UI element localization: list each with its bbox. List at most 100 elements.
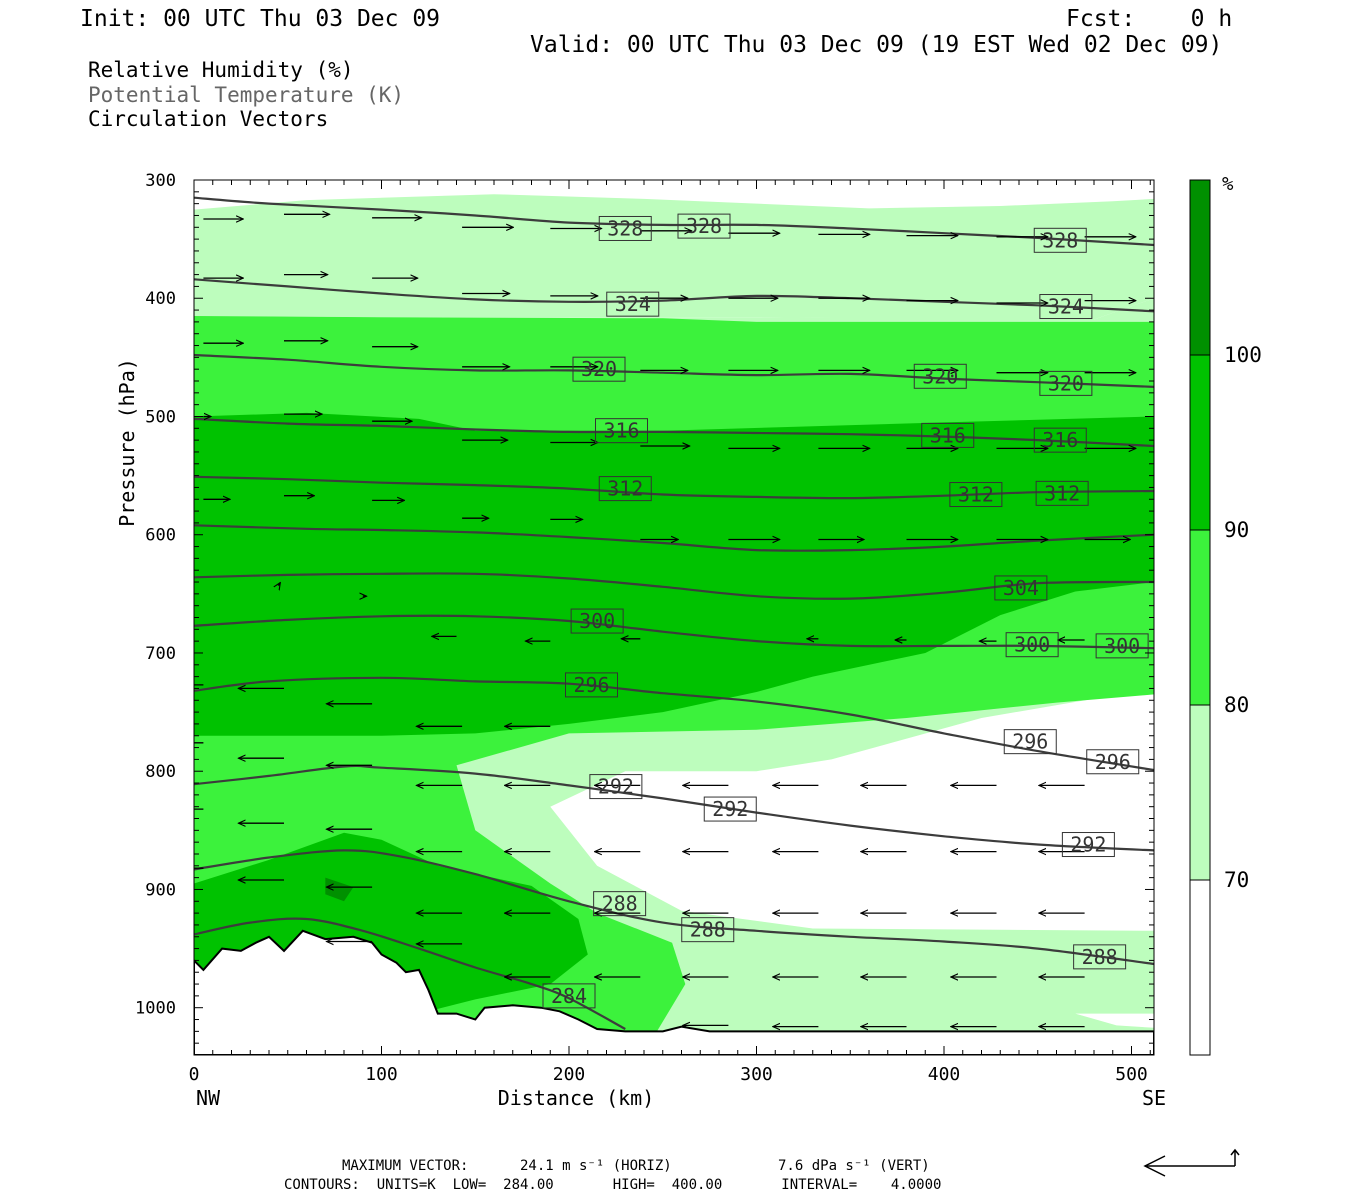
theta-label-312: 312 bbox=[598, 476, 652, 502]
theta-label-box bbox=[593, 891, 647, 917]
theta-label-text: 296 bbox=[1095, 750, 1131, 774]
theta-label-box bbox=[589, 774, 643, 800]
y-tick-label: 300 bbox=[145, 171, 176, 191]
theta-contour-324 bbox=[194, 278, 1154, 313]
theta-label-box bbox=[565, 672, 618, 698]
theta-label-text: 320 bbox=[1048, 371, 1084, 395]
theta-label-300: 300 bbox=[1005, 632, 1059, 658]
theta-label-text: 288 bbox=[690, 918, 726, 942]
theta-label-320: 320 bbox=[1039, 370, 1093, 396]
x-tick-label: 300 bbox=[740, 1064, 773, 1085]
theta-label-text: 328 bbox=[1042, 228, 1078, 252]
theta-label-box bbox=[949, 482, 1003, 508]
theta-label-328: 328 bbox=[1033, 227, 1087, 253]
theta-label-text: 316 bbox=[603, 419, 639, 443]
theta-contour-308 bbox=[194, 524, 1154, 552]
colorbar-swatch bbox=[1190, 355, 1210, 530]
theta-label-box bbox=[1073, 944, 1127, 970]
theta-label-box bbox=[1035, 480, 1089, 506]
theta-label-box bbox=[994, 575, 1048, 601]
theta-label-288: 288 bbox=[593, 891, 647, 917]
x-tick-label: 500 bbox=[1115, 1064, 1148, 1085]
theta-label-box bbox=[1095, 633, 1149, 659]
theta-contour-292 bbox=[194, 764, 1154, 852]
theta-contour-316 bbox=[194, 417, 1154, 448]
colorbar-unit: % bbox=[1222, 173, 1234, 195]
y-tick-label: 500 bbox=[145, 407, 176, 427]
theta-label-324: 324 bbox=[606, 291, 660, 317]
theta-label-box bbox=[1033, 427, 1087, 453]
y-tick-label: 1000 bbox=[135, 999, 176, 1019]
theta-label-292: 292 bbox=[703, 796, 757, 822]
theta-label-box bbox=[677, 213, 731, 239]
theta-label-324: 324 bbox=[1039, 294, 1093, 320]
nw-label: NW bbox=[196, 1086, 221, 1110]
theta-label-text: 288 bbox=[1082, 945, 1118, 969]
theta-label-304: 304 bbox=[994, 575, 1048, 601]
colorbar-label: 80 bbox=[1224, 693, 1249, 717]
field-title-rh: Relative Humidity (%) bbox=[88, 58, 354, 82]
x-tick-label: 200 bbox=[553, 1064, 586, 1085]
theta-contour-320 bbox=[194, 353, 1154, 388]
theta-label-box bbox=[598, 476, 652, 502]
theta-label-box bbox=[703, 796, 757, 822]
theta-label-box bbox=[572, 356, 626, 382]
theta-label-box bbox=[542, 983, 596, 1009]
theta-label-312: 312 bbox=[1035, 480, 1089, 506]
y-tick-label: 800 bbox=[145, 762, 176, 782]
terrain-layer bbox=[194, 929, 1154, 1055]
theta-label-text: 328 bbox=[607, 216, 643, 240]
theta-contour-296 bbox=[194, 676, 1154, 772]
colorbar-swatch bbox=[1190, 180, 1210, 355]
theta-label-text: 320 bbox=[922, 364, 958, 388]
theta-label-316: 316 bbox=[595, 418, 648, 444]
colorbar-label: 70 bbox=[1224, 868, 1249, 892]
theta-label-328: 328 bbox=[598, 215, 652, 241]
x-tick-label: 100 bbox=[365, 1064, 398, 1085]
theta-label-text: 296 bbox=[1012, 730, 1048, 754]
theta-label-320: 320 bbox=[572, 356, 626, 382]
theta-label-box bbox=[1061, 832, 1115, 858]
y-tick-label: 700 bbox=[145, 644, 176, 664]
reference-vector-icon bbox=[1143, 1148, 1240, 1177]
colorbar: 70 80 90 100% bbox=[1189, 173, 1262, 1056]
theta-label-layer: 328 328 328 324 324 320 320 320 316 316 316 312 312 3… bbox=[542, 213, 1149, 1009]
theta-label-312: 312 bbox=[949, 482, 1003, 508]
theta-label-text: 292 bbox=[712, 797, 748, 821]
theta-label-box bbox=[1039, 370, 1093, 396]
theta-label-box bbox=[1086, 749, 1140, 775]
theta-label-316: 316 bbox=[1033, 427, 1087, 453]
rh-region-70 bbox=[194, 194, 1154, 320]
theta-label-text: 296 bbox=[573, 673, 609, 697]
theta-label-box bbox=[1005, 632, 1059, 658]
field-title-theta: Potential Temperature (K) bbox=[88, 83, 405, 107]
vector-layer bbox=[194, 214, 1136, 1026]
x-axis-label: Distance (km) bbox=[498, 1086, 655, 1110]
theta-label-box bbox=[681, 917, 735, 943]
theta-label-text: 320 bbox=[581, 357, 617, 381]
theta-label-text: 304 bbox=[1003, 576, 1039, 600]
theta-contour-300 bbox=[194, 614, 1154, 650]
init-time: Init: 00 UTC Thu 03 Dec 09 bbox=[80, 6, 441, 32]
theta-label-box bbox=[913, 363, 967, 389]
theta-label-text: 324 bbox=[1048, 295, 1084, 319]
theta-label-text: 300 bbox=[579, 609, 615, 633]
theta-label-text: 312 bbox=[607, 477, 643, 501]
y-tick-label: 400 bbox=[145, 289, 176, 309]
theta-label-box bbox=[921, 422, 975, 448]
theta-label-284: 284 bbox=[542, 983, 596, 1009]
theta-label-296: 296 bbox=[565, 672, 618, 698]
theta-contour-312 bbox=[194, 475, 1154, 500]
theta-label-320: 320 bbox=[913, 363, 967, 389]
forecast-hour: Fcst: 0 h bbox=[1066, 6, 1233, 32]
circulation-vector bbox=[278, 583, 280, 586]
x-tick-label: 0 bbox=[189, 1064, 200, 1085]
se-label: SE bbox=[1142, 1086, 1166, 1110]
theta-contour-288 bbox=[194, 849, 1154, 966]
y-tick-label: 900 bbox=[145, 880, 176, 900]
rh-region-90 bbox=[194, 412, 1154, 736]
max-vector-horiz: 24.1 m s⁻¹ (HORIZ) bbox=[520, 1158, 672, 1174]
theta-label-292: 292 bbox=[589, 774, 643, 800]
theta-label-288: 288 bbox=[1073, 944, 1127, 970]
